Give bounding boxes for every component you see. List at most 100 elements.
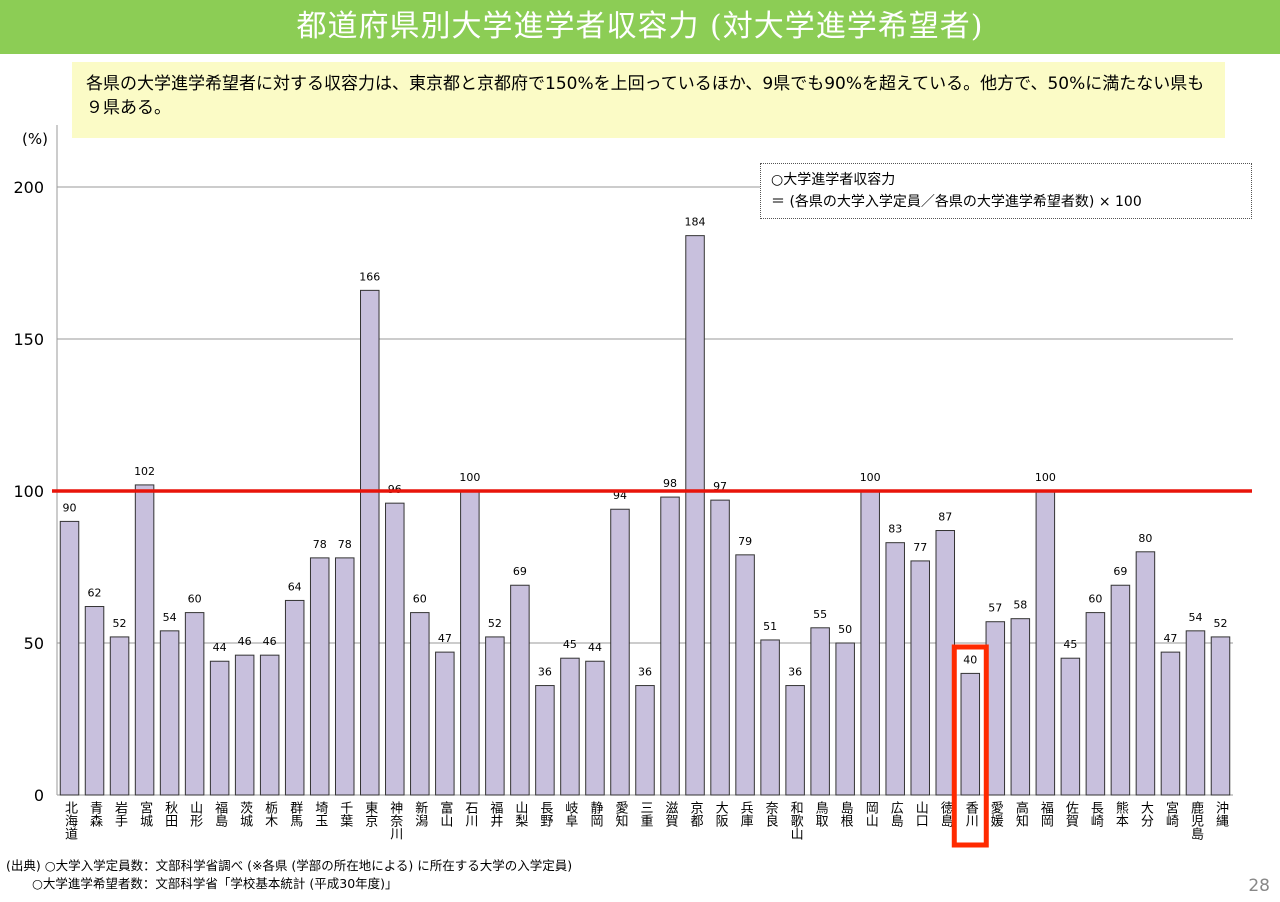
category-label: 京都 [688, 801, 704, 827]
bar-奈良 [760, 639, 780, 796]
page-number: 28 [1248, 876, 1270, 896]
bar-滋賀 [660, 496, 680, 796]
category-label: 石川 [462, 801, 478, 827]
bar-富山 [435, 651, 455, 796]
y-tick-label: 150 [13, 330, 44, 349]
bar-高知 [1010, 618, 1031, 796]
bar-北海道 [59, 520, 80, 796]
category-label: 山口 [913, 801, 928, 827]
value-label: 36 [788, 666, 802, 679]
bars [59, 235, 1231, 796]
bar-秋田 [159, 630, 180, 796]
bar-愛知 [610, 508, 630, 796]
bar-香川 [960, 672, 981, 796]
bar-福岡 [1035, 490, 1056, 796]
bar-群馬 [284, 599, 305, 796]
value-label: 64 [288, 580, 302, 593]
bar-大分 [1135, 551, 1156, 796]
category-label: 長野 [537, 801, 553, 827]
category-label: 岩手 [112, 801, 128, 827]
category-label: 福岡 [1038, 801, 1054, 827]
value-label: 90 [63, 501, 77, 514]
value-label: 54 [163, 611, 177, 624]
category-label: 福島 [212, 801, 228, 827]
value-label: 184 [685, 216, 706, 229]
category-label: 奈良 [763, 801, 779, 827]
bar-兵庫 [735, 554, 755, 796]
formula-line-2: ＝ (各県の大学入学定員／各県の大学進学希望者数) × 100 [771, 194, 1142, 210]
category-labels: 北海道 青森 岩手 宮城 秋田 山形 福島 茨城 栃木 群馬 埼玉 千葉 東京 神奈川 新潟 富山 石川 福井 山梨… [62, 800, 1228, 840]
bar-鳥取 [810, 627, 830, 796]
value-label: 46 [263, 635, 277, 648]
value-label: 47 [438, 632, 452, 645]
category-label: 大分 [1138, 801, 1154, 828]
bar-埼玉 [309, 557, 330, 796]
category-label: 愛知 [612, 801, 628, 827]
category-label: 長崎 [1088, 801, 1104, 827]
value-label: 60 [188, 593, 202, 606]
value-label: 69 [1113, 565, 1127, 578]
category-label: 高知 [1013, 800, 1028, 827]
source-line-2: ○大学進学希望者数：文部科学省「学校基本統計 (平成30年度)」 [32, 876, 398, 891]
category-label: 佐賀 [1063, 801, 1079, 827]
value-label: 79 [738, 535, 752, 548]
value-label: 54 [1188, 611, 1202, 624]
bar-山梨 [510, 584, 530, 796]
bar-鹿児島 [1185, 630, 1206, 796]
category-label: 埼玉 [312, 801, 328, 827]
value-label: 77 [913, 541, 927, 554]
category-label: 広島 [888, 801, 904, 827]
category-label: 徳島 [938, 801, 954, 827]
bar-福井 [485, 636, 505, 796]
value-label: 52 [1213, 617, 1227, 630]
value-label: 52 [113, 617, 127, 630]
bar-宮城 [134, 484, 155, 796]
value-label: 36 [538, 666, 552, 679]
bar-栃木 [259, 654, 280, 796]
value-label: 102 [134, 465, 155, 478]
category-label: 香川 [963, 801, 979, 827]
category-label: 沖縄 [1213, 801, 1229, 827]
value-label: 60 [1088, 593, 1102, 606]
category-label: 鳥取 [813, 801, 829, 827]
bar-静岡 [585, 660, 605, 796]
category-label: 群馬 [287, 801, 303, 827]
category-label: 青森 [87, 801, 103, 827]
highlight-box-kagawa [951, 644, 989, 848]
bar-岩手 [109, 636, 130, 796]
value-label: 47 [1163, 632, 1177, 645]
source-note: (出典) ○大学入学定員数：文部科学省調べ (※各県 (学部の所在地による) に… [6, 857, 572, 893]
category-label: 滋賀 [663, 801, 679, 827]
bar-熊本 [1110, 584, 1131, 796]
value-label: 100 [459, 471, 480, 484]
value-labels: 9062521025460444646647878166966047100526… [63, 216, 1228, 679]
bar-長野 [535, 685, 555, 796]
bar-東京 [360, 289, 380, 796]
bar-茨城 [234, 654, 255, 796]
value-label: 60 [413, 593, 427, 606]
bar-石川 [460, 490, 480, 796]
category-label: 愛媛 [988, 801, 1004, 828]
bar-山口 [910, 560, 930, 796]
category-label: 山梨 [512, 801, 528, 827]
category-label: 東京 [362, 800, 378, 827]
bar-三重 [635, 685, 655, 796]
category-label: 山形 [187, 801, 203, 828]
y-axis-unit-label: (%) [22, 130, 48, 148]
source-line-1: (出典) ○大学入学定員数：文部科学省調べ (※各県 (学部の所在地による) に… [6, 858, 573, 873]
bar-宮崎 [1160, 651, 1181, 796]
value-label: 80 [1138, 532, 1152, 545]
value-label: 166 [359, 270, 380, 283]
formula-line-1: ○大学進学者収容力 [771, 172, 896, 188]
bar-山形 [184, 612, 205, 796]
value-label: 50 [838, 623, 852, 636]
value-label: 44 [588, 641, 602, 654]
value-label: 55 [813, 608, 827, 621]
category-label: 富山 [437, 800, 452, 827]
bar-愛媛 [985, 621, 1006, 796]
category-label: 岐阜 [562, 801, 578, 827]
summary-text: 各県の大学進学希望者に対する収容力は、東京都と京都府で150%を上回っているほか… [72, 62, 1225, 138]
category-label: 鹿児島 [1188, 800, 1204, 840]
bar-京都 [685, 235, 705, 796]
value-label: 51 [763, 620, 777, 633]
